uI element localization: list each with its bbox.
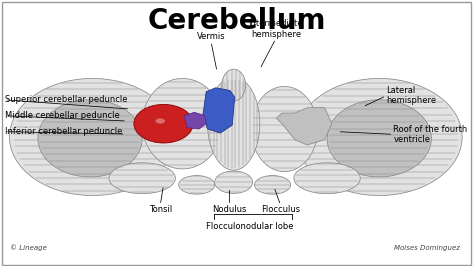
- Text: © Lineage: © Lineage: [10, 245, 47, 251]
- Polygon shape: [276, 108, 332, 145]
- Text: Moises Dominguez: Moises Dominguez: [394, 245, 460, 251]
- Polygon shape: [215, 171, 253, 193]
- Text: Roof of the fourth
ventricle: Roof of the fourth ventricle: [393, 125, 468, 144]
- Polygon shape: [222, 69, 246, 101]
- Ellipse shape: [296, 78, 462, 196]
- Text: Inferior cerebellar peduncle: Inferior cerebellar peduncle: [5, 127, 122, 136]
- Polygon shape: [109, 163, 175, 194]
- Ellipse shape: [155, 118, 165, 124]
- Text: Tonsil: Tonsil: [148, 205, 172, 214]
- Ellipse shape: [294, 163, 360, 194]
- Polygon shape: [142, 78, 223, 169]
- Text: Cerebellum: Cerebellum: [148, 7, 326, 35]
- Ellipse shape: [142, 78, 223, 169]
- Text: Intermediate
hemisphere: Intermediate hemisphere: [249, 19, 303, 39]
- Polygon shape: [38, 100, 142, 177]
- Text: Nodulus: Nodulus: [212, 205, 246, 214]
- Polygon shape: [184, 112, 206, 129]
- Ellipse shape: [251, 86, 318, 172]
- Text: Lateral
hemisphere: Lateral hemisphere: [386, 86, 437, 105]
- Ellipse shape: [134, 105, 193, 143]
- Polygon shape: [9, 78, 175, 196]
- Polygon shape: [251, 86, 318, 172]
- Ellipse shape: [9, 78, 175, 196]
- Polygon shape: [296, 78, 462, 196]
- Ellipse shape: [208, 77, 260, 170]
- Text: Flocculus: Flocculus: [261, 205, 300, 214]
- Polygon shape: [203, 88, 235, 133]
- Ellipse shape: [222, 69, 246, 101]
- Text: Superior cerebellar peduncle: Superior cerebellar peduncle: [5, 95, 127, 104]
- Text: Middle cerebellar peduncle: Middle cerebellar peduncle: [5, 111, 119, 120]
- Polygon shape: [208, 77, 260, 170]
- Text: Flocculonodular lobe: Flocculonodular lobe: [206, 222, 293, 231]
- Ellipse shape: [109, 163, 175, 194]
- Ellipse shape: [255, 176, 291, 194]
- Ellipse shape: [38, 100, 142, 177]
- Polygon shape: [294, 163, 360, 194]
- Polygon shape: [255, 176, 291, 194]
- Polygon shape: [179, 176, 215, 194]
- Text: Vermis: Vermis: [197, 32, 225, 41]
- Ellipse shape: [215, 171, 253, 193]
- Ellipse shape: [179, 176, 215, 194]
- Ellipse shape: [327, 100, 431, 177]
- Polygon shape: [327, 100, 431, 177]
